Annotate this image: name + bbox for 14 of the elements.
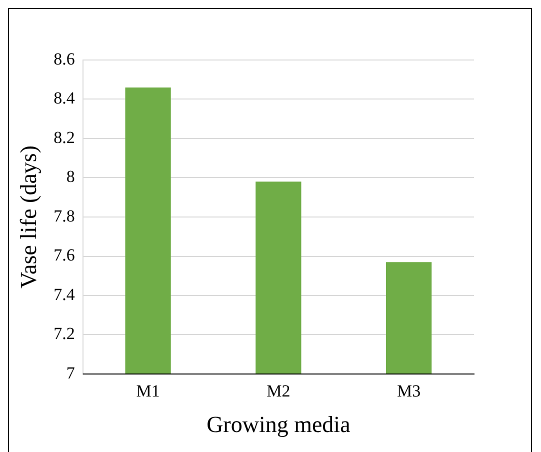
y-tick-label: 7.6 [54, 246, 75, 265]
y-tick-label: 7.4 [54, 284, 76, 304]
y-tick-label: 7.2 [54, 324, 75, 344]
y-tick-label: 8.6 [54, 49, 75, 68]
x-axis-title: Growing media [206, 412, 350, 438]
y-tick-label: 8.4 [54, 88, 76, 108]
x-tick-label: M2 [266, 382, 290, 401]
x-tick-label: M1 [136, 382, 160, 401]
y-tick-label: 7.8 [54, 206, 75, 226]
y-tick-label: 8 [66, 167, 75, 186]
x-tick-label: M3 [396, 382, 421, 401]
y-tick-label: 7 [66, 363, 76, 382]
y-axis-title: Vase life (days) [16, 145, 41, 289]
y-tick-label: 8.2 [54, 128, 75, 147]
